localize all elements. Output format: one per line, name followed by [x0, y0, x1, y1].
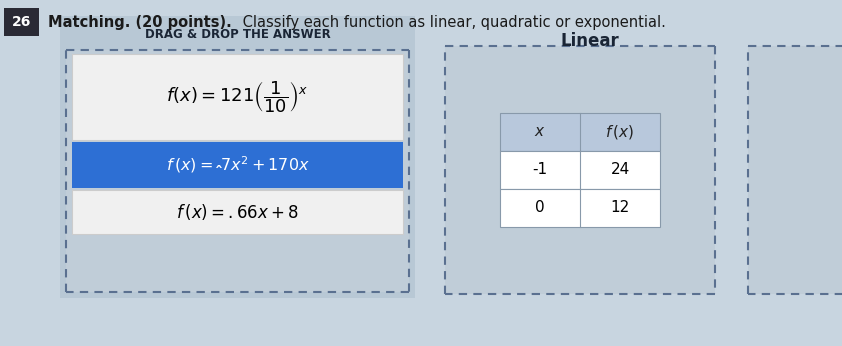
Text: $f\,(x) = .66x + 8$: $f\,(x) = .66x + 8$	[176, 202, 299, 222]
FancyBboxPatch shape	[500, 151, 660, 189]
Text: 24: 24	[610, 163, 630, 177]
Text: 26: 26	[12, 15, 31, 29]
Text: 0: 0	[536, 200, 545, 216]
Text: 12: 12	[610, 200, 630, 216]
FancyBboxPatch shape	[445, 46, 715, 294]
Text: DRAG & DROP THE ANSWER: DRAG & DROP THE ANSWER	[145, 27, 330, 40]
Text: Linear: Linear	[561, 32, 620, 50]
Text: $f\,(x)$: $f\,(x)$	[605, 123, 635, 141]
FancyBboxPatch shape	[72, 54, 403, 140]
FancyBboxPatch shape	[60, 16, 415, 298]
Text: $x$: $x$	[534, 125, 546, 139]
FancyBboxPatch shape	[66, 50, 409, 292]
FancyBboxPatch shape	[4, 8, 39, 36]
FancyBboxPatch shape	[72, 190, 403, 234]
FancyBboxPatch shape	[500, 189, 660, 227]
FancyBboxPatch shape	[748, 46, 842, 294]
Text: Classify each function as linear, quadratic or exponential.: Classify each function as linear, quadra…	[238, 15, 666, 29]
Text: $f\,(x) = \mathbf{\hat{\;}}7x^2 + 170x$: $f\,(x) = \mathbf{\hat{\;}}7x^2 + 170x$	[166, 155, 310, 175]
Text: $f(x) = 121\left(\dfrac{1}{10}\right)^{x}$: $f(x) = 121\left(\dfrac{1}{10}\right)^{x…	[167, 79, 308, 115]
FancyBboxPatch shape	[500, 113, 660, 151]
FancyBboxPatch shape	[72, 142, 403, 188]
Text: -1: -1	[532, 163, 547, 177]
Text: Matching. (20 points).: Matching. (20 points).	[48, 15, 232, 29]
